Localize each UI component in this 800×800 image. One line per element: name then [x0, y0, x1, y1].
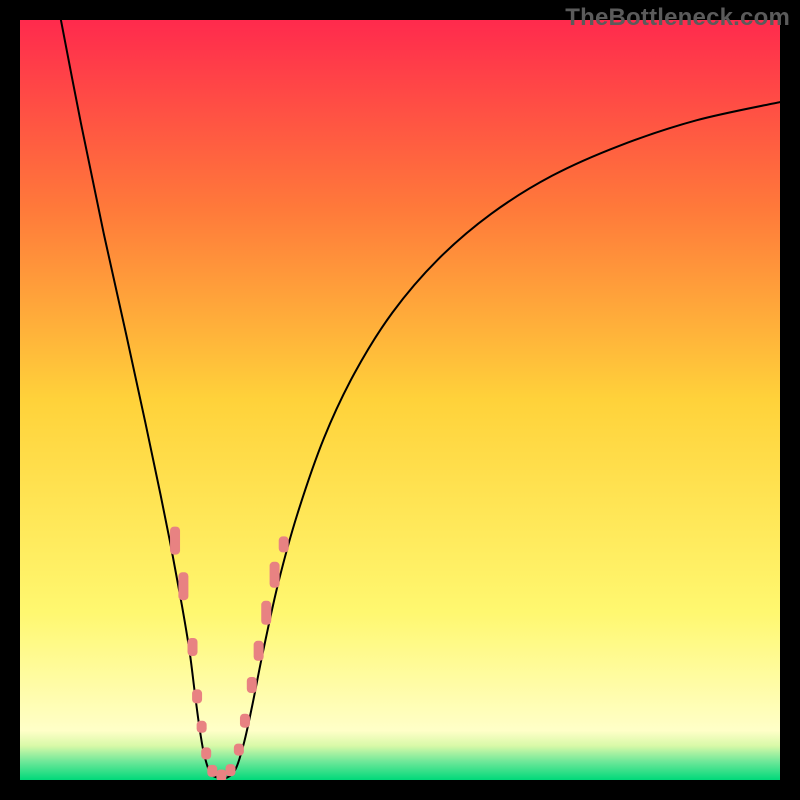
curve-marker: [201, 747, 211, 759]
curve-marker: [247, 677, 257, 693]
curve-marker: [192, 689, 202, 703]
curve-marker: [197, 721, 207, 733]
chart-background: [20, 20, 780, 780]
curve-marker: [178, 572, 188, 600]
curve-marker: [279, 536, 289, 552]
curve-marker: [234, 744, 244, 756]
watermark-text: TheBottleneck.com: [565, 4, 790, 32]
curve-marker: [261, 601, 271, 625]
curve-marker: [270, 562, 280, 588]
chart-svg: [20, 20, 780, 780]
curve-marker: [254, 641, 264, 661]
plot-area: [20, 20, 780, 780]
curve-marker: [226, 764, 236, 776]
curve-marker: [216, 769, 226, 780]
curve-marker: [188, 638, 198, 656]
curve-marker: [207, 765, 217, 777]
chart-frame: TheBottleneck.com: [0, 0, 800, 800]
curve-marker: [240, 714, 250, 728]
curve-marker: [170, 527, 180, 555]
